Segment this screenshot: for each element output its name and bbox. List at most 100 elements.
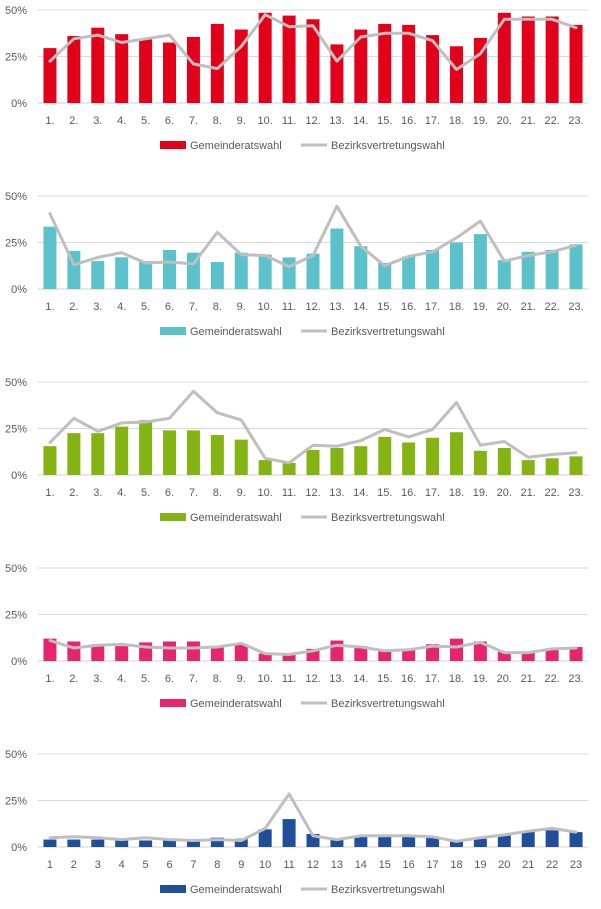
x-tick-label: 16. [401, 487, 416, 499]
x-tick-label: 19. [473, 487, 488, 499]
x-tick-label: 17. [425, 301, 440, 313]
x-tick-label: 21 [522, 859, 534, 871]
x-tick-label: 18. [449, 673, 464, 685]
bar [67, 433, 81, 475]
bar [282, 257, 296, 289]
x-tick-label: 13. [329, 487, 344, 499]
bar [545, 249, 559, 289]
x-tick-label: 17. [425, 115, 440, 127]
x-tick-label: 17 [426, 859, 438, 871]
bar [473, 641, 487, 661]
x-tick-label: 17. [425, 673, 440, 685]
x-tick-label: 19. [473, 673, 488, 685]
bar [282, 462, 296, 475]
series-line [48, 792, 578, 843]
legend-label: Bezirksvertretungswahl [331, 884, 445, 896]
y-tick-label: 25% [5, 796, 27, 808]
x-tick-label: 14. [353, 301, 368, 313]
chart-panel-2: 0% 25% 50% 1. 2. 3. 4. 5. 6. 7. 8. 9. 10. 11. 12. 13. 14… [5, 191, 588, 338]
bar [67, 36, 81, 103]
x-tick-label: 10. [258, 487, 273, 499]
x-tick-label: 16. [401, 673, 416, 685]
x-tick-label: 5. [141, 301, 150, 313]
x-tick-label: 4. [117, 673, 126, 685]
bar [163, 430, 177, 475]
legend-swatch-bar [160, 141, 186, 149]
x-tick-label: 5. [141, 673, 150, 685]
bar [306, 19, 320, 103]
bar [545, 458, 559, 475]
bar [426, 837, 440, 847]
bar [449, 638, 463, 661]
x-tick-label: 7. [189, 115, 198, 127]
x-tick-label: 23. [568, 115, 583, 127]
x-tick-label: 4 [119, 859, 125, 871]
legend-label: Gemeinderatswahl [190, 884, 282, 896]
x-tick-label: 8 [214, 859, 220, 871]
bar [569, 244, 583, 289]
bar [139, 840, 153, 847]
x-tick-label: 2. [69, 115, 78, 127]
x-tick-label: 11. [282, 487, 296, 499]
x-tick-label: 15 [379, 859, 391, 871]
x-tick-label: 3. [93, 673, 102, 685]
x-tick-label: 7 [190, 859, 196, 871]
x-tick-label: 6. [165, 301, 174, 313]
bar [521, 251, 535, 289]
x-tick-label: 15. [377, 115, 392, 127]
bar [258, 254, 272, 289]
bar [497, 448, 511, 475]
bar [569, 456, 583, 475]
bar [282, 15, 296, 103]
x-tick-label: 13 [331, 859, 343, 871]
legend-label: Gemeinderatswahl [190, 326, 282, 338]
chart-panel-3: 0% 25% 50% 1. 2. 3. 4. 5. 6. 7. 8. 9. 10. 11. 12. 13. 14… [5, 377, 588, 524]
bar [426, 249, 440, 289]
bar [210, 837, 224, 847]
x-tick-label: 11. [282, 301, 296, 313]
x-tick-label: 4. [117, 115, 126, 127]
x-tick-label: 3 [95, 859, 101, 871]
legend: Gemeinderatswahl Bezirksvertretungswahl [160, 698, 445, 710]
x-tick-label: 5 [143, 859, 149, 871]
bar [521, 460, 535, 475]
x-tick-label: 11 [283, 859, 294, 871]
bar [378, 436, 392, 475]
bar [139, 420, 153, 475]
bar [402, 24, 416, 104]
bar [234, 252, 248, 289]
bar [186, 641, 200, 661]
x-tick-label: 11. [282, 673, 296, 685]
x-tick-label: 21. [521, 301, 536, 313]
x-tick-label: 5. [141, 115, 150, 127]
x-tick-label: 19. [473, 301, 488, 313]
bar [115, 426, 129, 475]
chart-panel-1: 0% 25% 50% 1. 2. 3. 4. 5. 6. 7. 8. 9. 10. 11. 12. 13. 14… [5, 5, 588, 152]
x-tick-label: 9. [237, 487, 246, 499]
x-tick-label: 23. [568, 487, 583, 499]
x-tick-label: 12. [305, 115, 320, 127]
bar [521, 16, 535, 103]
y-tick-label: 25% [5, 424, 27, 436]
legend: Gemeinderatswahl Bezirksvertretungswahl [160, 512, 445, 524]
bar [43, 839, 57, 847]
x-tick-label: 16. [401, 301, 416, 313]
bar [545, 16, 559, 103]
x-tick-label: 2. [69, 301, 78, 313]
x-tick-label: 18. [449, 115, 464, 127]
x-tick-label: 1. [45, 115, 54, 127]
bar [402, 648, 416, 661]
x-tick-label: 2. [69, 487, 78, 499]
bar [473, 450, 487, 475]
bar [306, 253, 320, 289]
bar [43, 226, 57, 289]
x-tick-label: 7. [189, 301, 198, 313]
bar [282, 819, 296, 847]
bar [402, 836, 416, 847]
x-tick-label: 8. [213, 115, 222, 127]
x-tick-label: 21. [521, 673, 536, 685]
bar [163, 840, 177, 847]
x-tick-label: 19 [474, 859, 486, 871]
y-tick-label: 50% [5, 377, 27, 389]
